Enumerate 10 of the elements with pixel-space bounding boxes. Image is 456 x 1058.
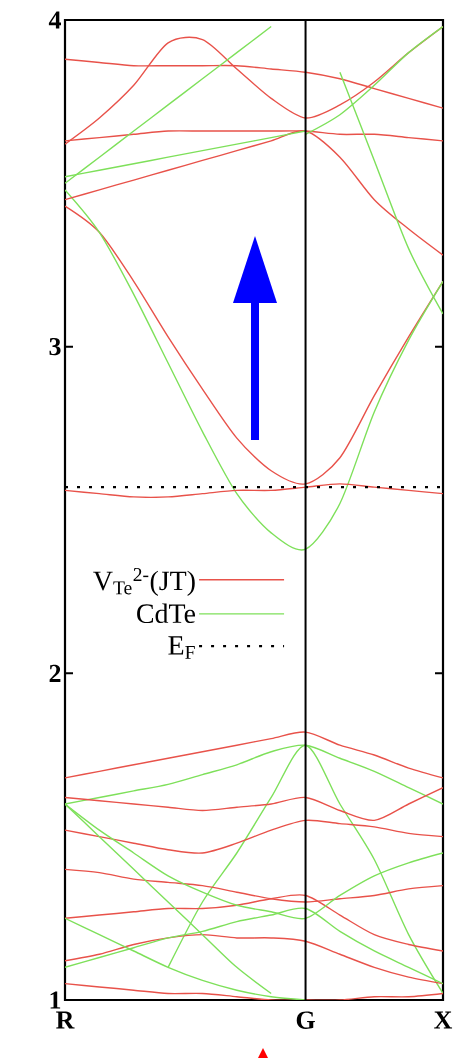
x-tick-label: X	[434, 1011, 453, 1029]
y-tick-label: 1	[50, 991, 61, 1009]
y-tick-label: 2	[49, 664, 61, 682]
y-tick-label: 4	[49, 11, 62, 29]
legend-label: CdTe	[137, 603, 196, 624]
y-tick-label: 3	[49, 337, 61, 356]
x-tick-label: R	[56, 1011, 75, 1029]
x-tick-label: G	[296, 1011, 316, 1029]
legend-label: V$_{Te}$$^{2-}$(JT)	[93, 568, 195, 596]
legend-label: E$_{F}$	[168, 636, 195, 659]
